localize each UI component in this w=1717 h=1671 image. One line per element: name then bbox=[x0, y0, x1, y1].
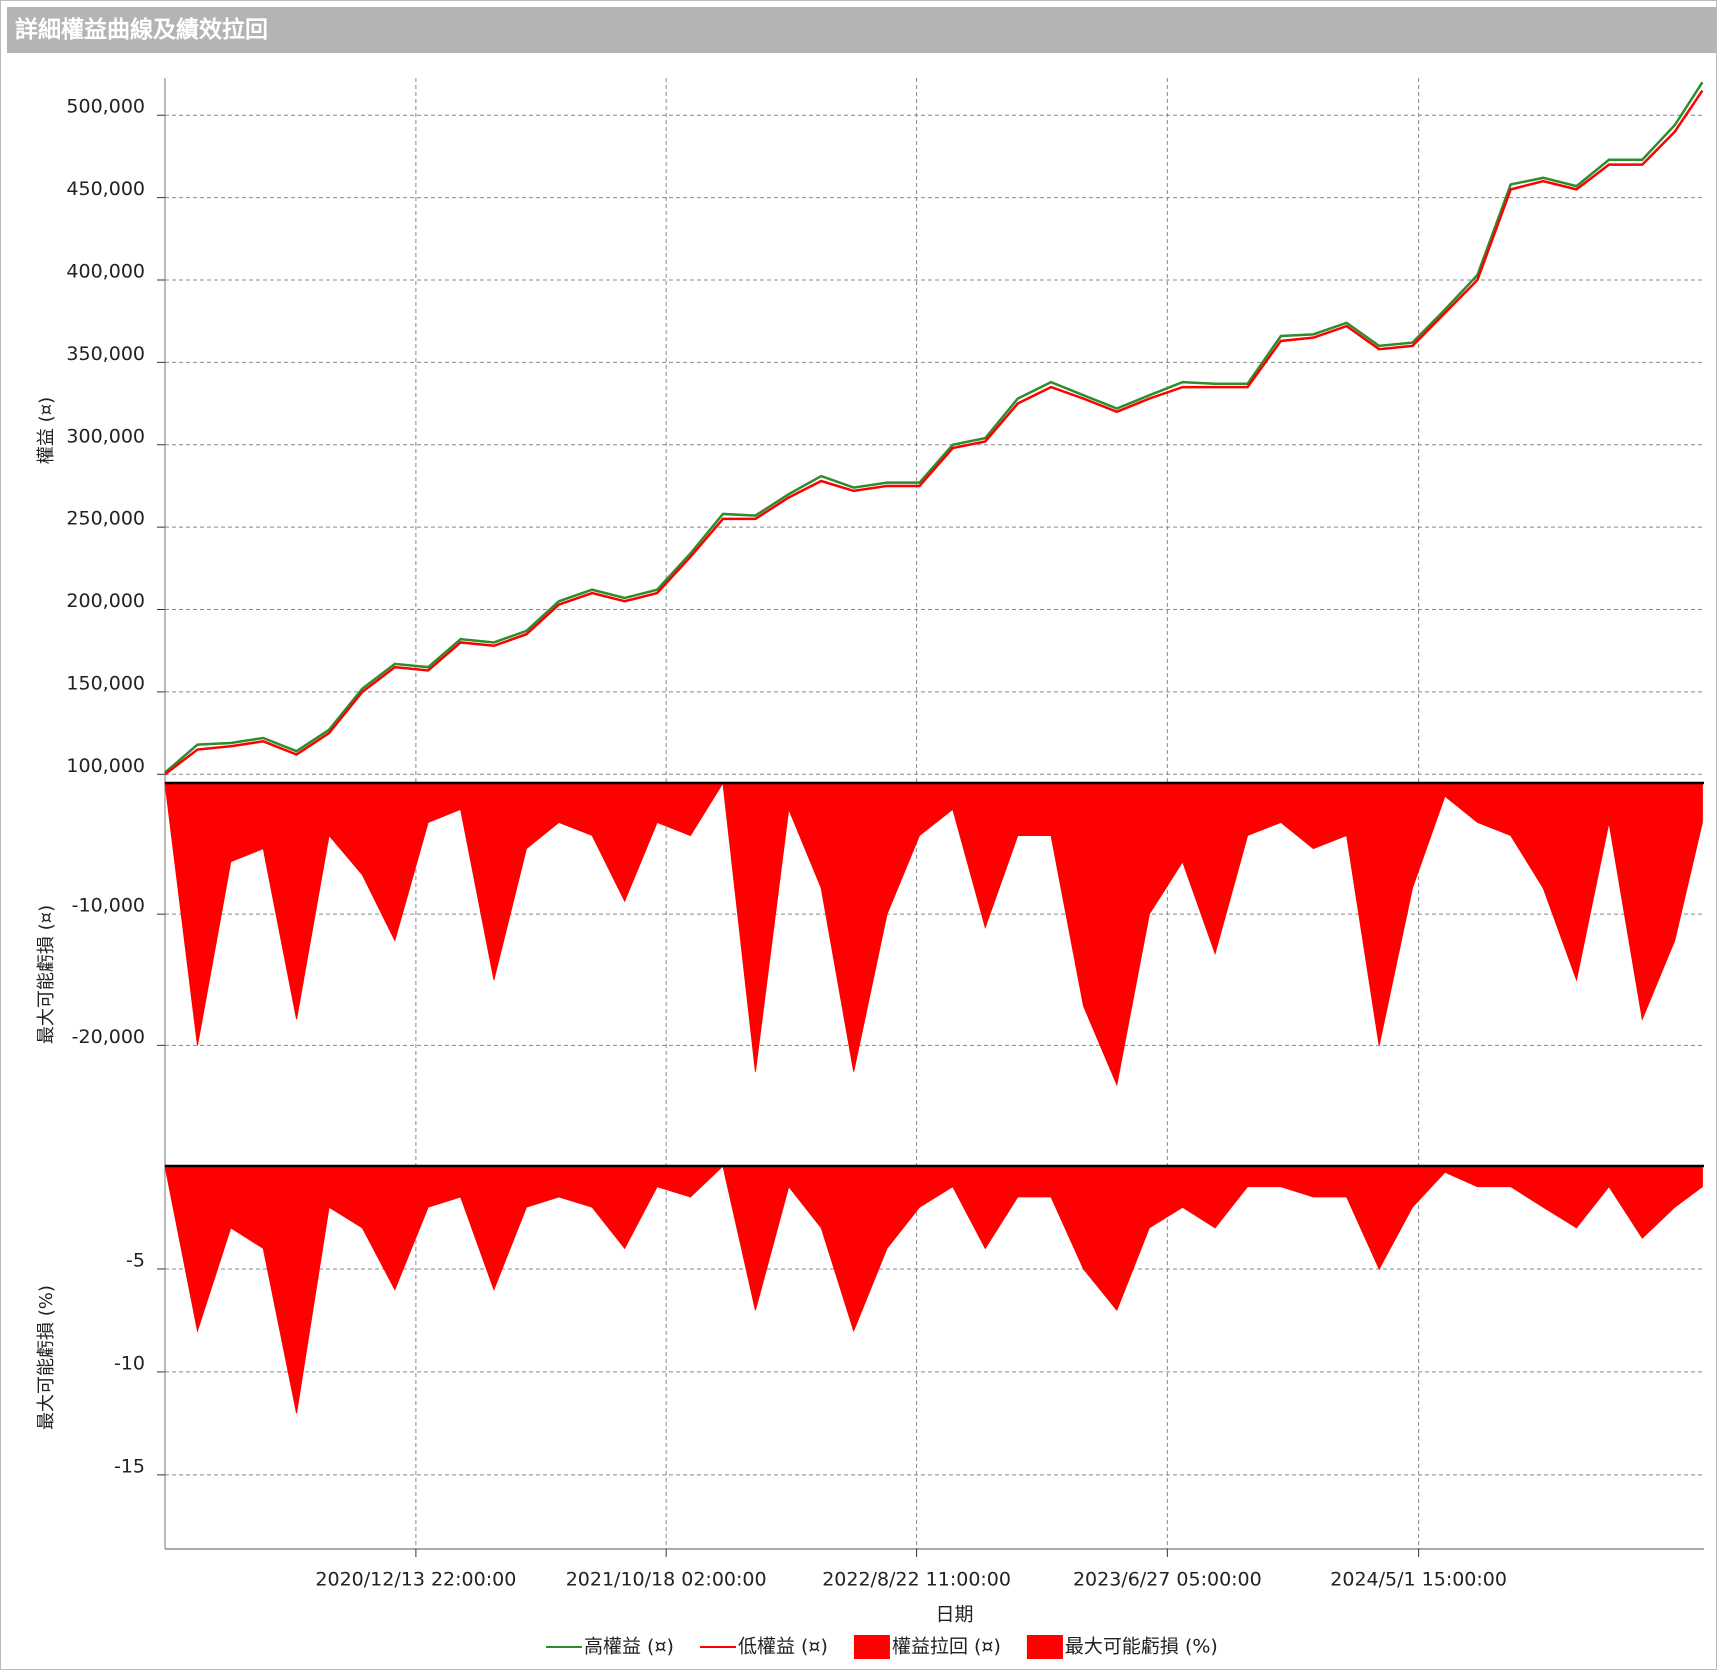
y-axis-label: 權益 (¤) bbox=[36, 397, 57, 464]
y-tick-label: 100,000 bbox=[66, 755, 145, 777]
legend-label: 低權益 (¤) bbox=[738, 1636, 828, 1658]
y-tick-label: -15 bbox=[114, 1455, 145, 1477]
y-tick-label: 450,000 bbox=[66, 178, 145, 200]
equity-line bbox=[164, 81, 1704, 774]
y-tick-label: 200,000 bbox=[66, 590, 145, 612]
x-tick-label: 2023/6/27 05:00:00 bbox=[1073, 1569, 1262, 1591]
legend-swatch bbox=[1026, 1635, 1063, 1659]
header-title: 詳細權益曲線及績效拉回 bbox=[7, 7, 1716, 53]
y-tick-label: -5 bbox=[126, 1249, 145, 1271]
legend-swatch bbox=[853, 1635, 890, 1659]
y-axis-label: 最大可能虧損 (%) bbox=[36, 1285, 57, 1430]
y-tick-label: 300,000 bbox=[66, 425, 145, 447]
x-tick-label: 2024/5/1 15:00:00 bbox=[1330, 1569, 1507, 1591]
x-tick-label: 2021/10/18 02:00:00 bbox=[566, 1569, 767, 1591]
legend-label: 最大可能虧損 (%) bbox=[1065, 1636, 1218, 1658]
y-tick-label: 350,000 bbox=[66, 343, 145, 365]
y-tick-label: 250,000 bbox=[66, 508, 145, 530]
equity-line bbox=[164, 89, 1704, 776]
drawdown-area bbox=[164, 781, 1703, 1087]
y-tick-label: 400,000 bbox=[66, 260, 145, 282]
legend-label: 高權益 (¤) bbox=[584, 1636, 674, 1658]
y-tick-label: -20,000 bbox=[72, 1026, 145, 1048]
drawdown-area bbox=[164, 1165, 1703, 1414]
y-tick-label: 150,000 bbox=[66, 672, 145, 694]
y-tick-label: -10,000 bbox=[72, 895, 145, 917]
x-tick-label: 2020/12/13 22:00:00 bbox=[315, 1569, 516, 1591]
legend-label: 權益拉回 (¤) bbox=[892, 1636, 1001, 1658]
y-tick-label: 500,000 bbox=[66, 96, 145, 118]
x-axis-label: 日期 bbox=[935, 1604, 973, 1626]
y-axis-label: 最大可能虧損 (¤) bbox=[36, 905, 57, 1044]
y-tick-label: -10 bbox=[114, 1352, 145, 1374]
x-tick-label: 2022/8/22 11:00:00 bbox=[822, 1569, 1011, 1591]
